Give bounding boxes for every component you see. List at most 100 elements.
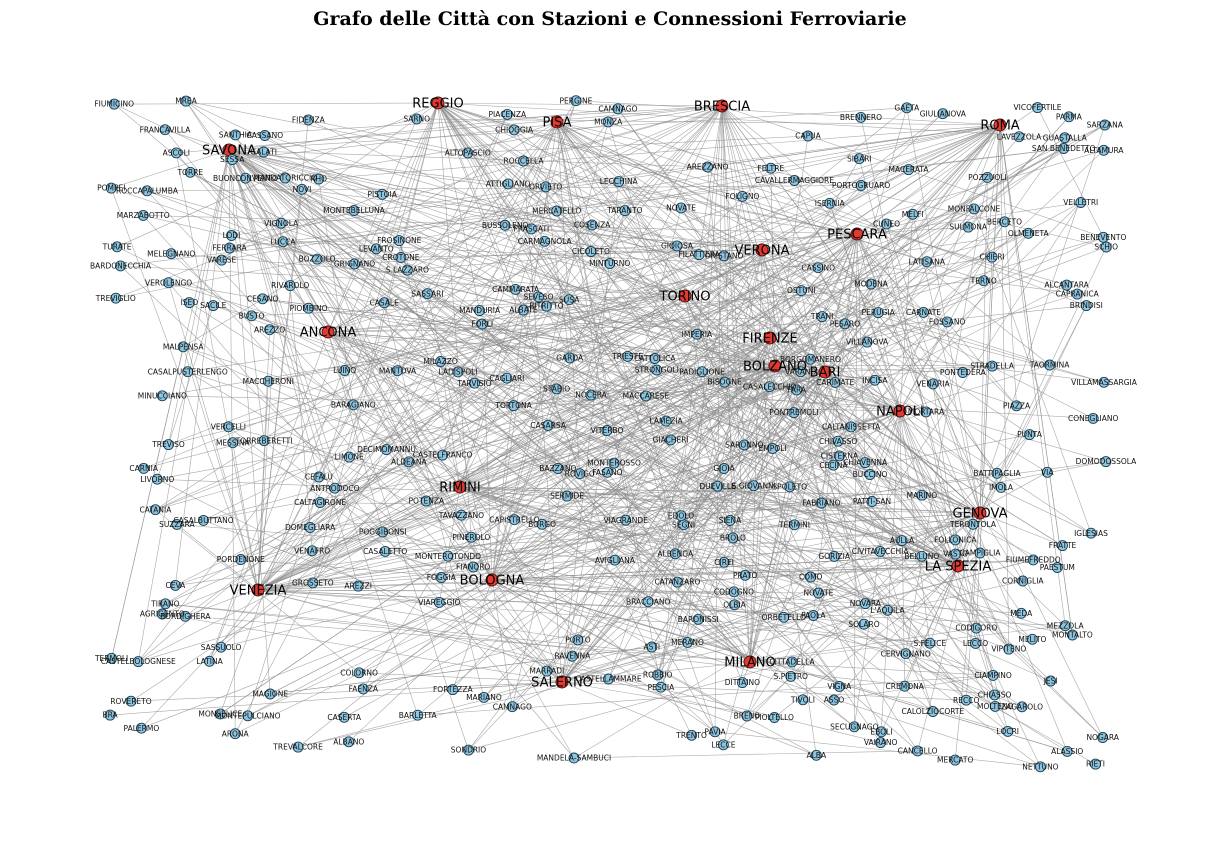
station-label: FOGGIA	[427, 573, 457, 582]
station-label: TORRE	[176, 168, 203, 177]
rail-connection	[657, 486, 718, 675]
station-node	[540, 181, 552, 193]
station-node	[671, 240, 683, 252]
rail-connection	[542, 524, 959, 567]
station-label: IMOLA	[989, 483, 1014, 492]
rail-connection	[182, 346, 259, 591]
station-node	[986, 251, 998, 263]
station-label: VILLAMASSARGIA	[1071, 378, 1138, 387]
station-node	[442, 550, 454, 562]
rail-connection	[999, 124, 1017, 406]
station-node	[918, 306, 929, 318]
station-node	[718, 463, 730, 474]
station-node	[869, 374, 881, 386]
rail-connection	[556, 121, 967, 701]
station-label: SUSA	[559, 295, 580, 304]
rail-connection	[400, 105, 723, 258]
station-label: FIUMICINO	[94, 100, 134, 109]
station-node	[652, 669, 664, 681]
station-label: CATANZARO	[654, 578, 700, 587]
rail-connection	[721, 105, 901, 412]
station-node	[995, 481, 1007, 493]
station-node	[570, 95, 582, 107]
station-label: MELFI	[902, 210, 924, 219]
rail-connection	[228, 149, 1105, 383]
station-node	[517, 304, 529, 316]
rail-connection	[491, 121, 558, 581]
rail-connection	[111, 346, 184, 659]
hub-city-label: ROMA	[980, 119, 1019, 134]
station-label: MACERATA	[888, 165, 929, 174]
station-label: PARMA	[1056, 112, 1083, 121]
station-label: FIANORO	[456, 563, 490, 572]
rail-connection	[512, 210, 626, 707]
station-label: PRATO	[733, 571, 758, 580]
station-label: MONTALTO	[1052, 631, 1093, 640]
rail-connection	[742, 196, 981, 514]
rail-connection	[385, 512, 981, 552]
station-label: LEVANTO	[359, 244, 394, 253]
station-node	[163, 439, 174, 451]
station-node	[675, 202, 687, 214]
station-label: BROLO	[720, 534, 746, 543]
rail-connection	[607, 337, 771, 473]
hub-city-node	[768, 359, 782, 373]
rail-connection	[459, 337, 771, 488]
rail-connection	[221, 102, 439, 261]
rail-connection	[176, 152, 329, 333]
station-node	[864, 469, 876, 480]
station-label: SACILE	[200, 301, 227, 310]
rail-connection	[257, 223, 282, 591]
station-node	[343, 451, 355, 463]
rail-connection	[769, 337, 1009, 732]
station-label: ORBETELLO	[762, 613, 806, 622]
rail-connection	[459, 486, 822, 504]
station-node	[669, 548, 681, 560]
rail-connection	[228, 149, 1041, 768]
rail-connection	[327, 331, 776, 367]
station-node	[474, 305, 486, 317]
rail-connection	[869, 124, 1001, 475]
station-label: ROBBIO	[643, 671, 673, 680]
station-node	[901, 102, 913, 114]
station-label: PERUGIA	[862, 308, 896, 317]
station-label: TERNO	[970, 276, 997, 285]
rail-connection	[979, 512, 1024, 582]
station-label: CISTERNA	[821, 452, 859, 461]
station-label: CORNIGLIA	[1002, 577, 1044, 586]
rail-connection	[474, 382, 1094, 419]
station-node	[264, 324, 276, 336]
station-node	[246, 310, 258, 322]
rail-connection	[647, 124, 1001, 602]
station-label: FOLIGNO	[725, 192, 759, 201]
rail-connection	[794, 180, 901, 412]
station-node	[1090, 758, 1101, 770]
rail-connection	[717, 249, 763, 487]
station-node	[182, 366, 194, 378]
station-label: GIOIOSA	[661, 242, 694, 251]
rail-connection	[437, 102, 725, 563]
rail-connection	[824, 293, 1078, 373]
rail-connection	[899, 233, 1029, 412]
rail-connection	[363, 591, 735, 690]
rail-connection	[749, 107, 908, 663]
station-label: STRADELLA	[970, 362, 1014, 371]
station-node	[604, 258, 616, 269]
station-label: TERMINI	[778, 520, 810, 529]
station-node	[115, 260, 126, 272]
rail-connection	[459, 486, 751, 663]
rail-connection	[176, 105, 723, 154]
station-label: EDOLO	[668, 511, 694, 520]
station-node	[620, 514, 632, 526]
station-label: AREZZO	[254, 325, 285, 334]
station-label: TARVISIO	[456, 379, 491, 388]
rail-connection	[257, 119, 309, 591]
rail-connection	[957, 124, 1106, 567]
rail-connection	[168, 282, 259, 591]
station-node	[729, 599, 740, 611]
hub-city-node	[993, 118, 1007, 132]
station-node	[949, 754, 961, 766]
station-node	[1024, 429, 1035, 441]
rail-connection	[479, 121, 558, 311]
rail-connection	[749, 623, 865, 663]
